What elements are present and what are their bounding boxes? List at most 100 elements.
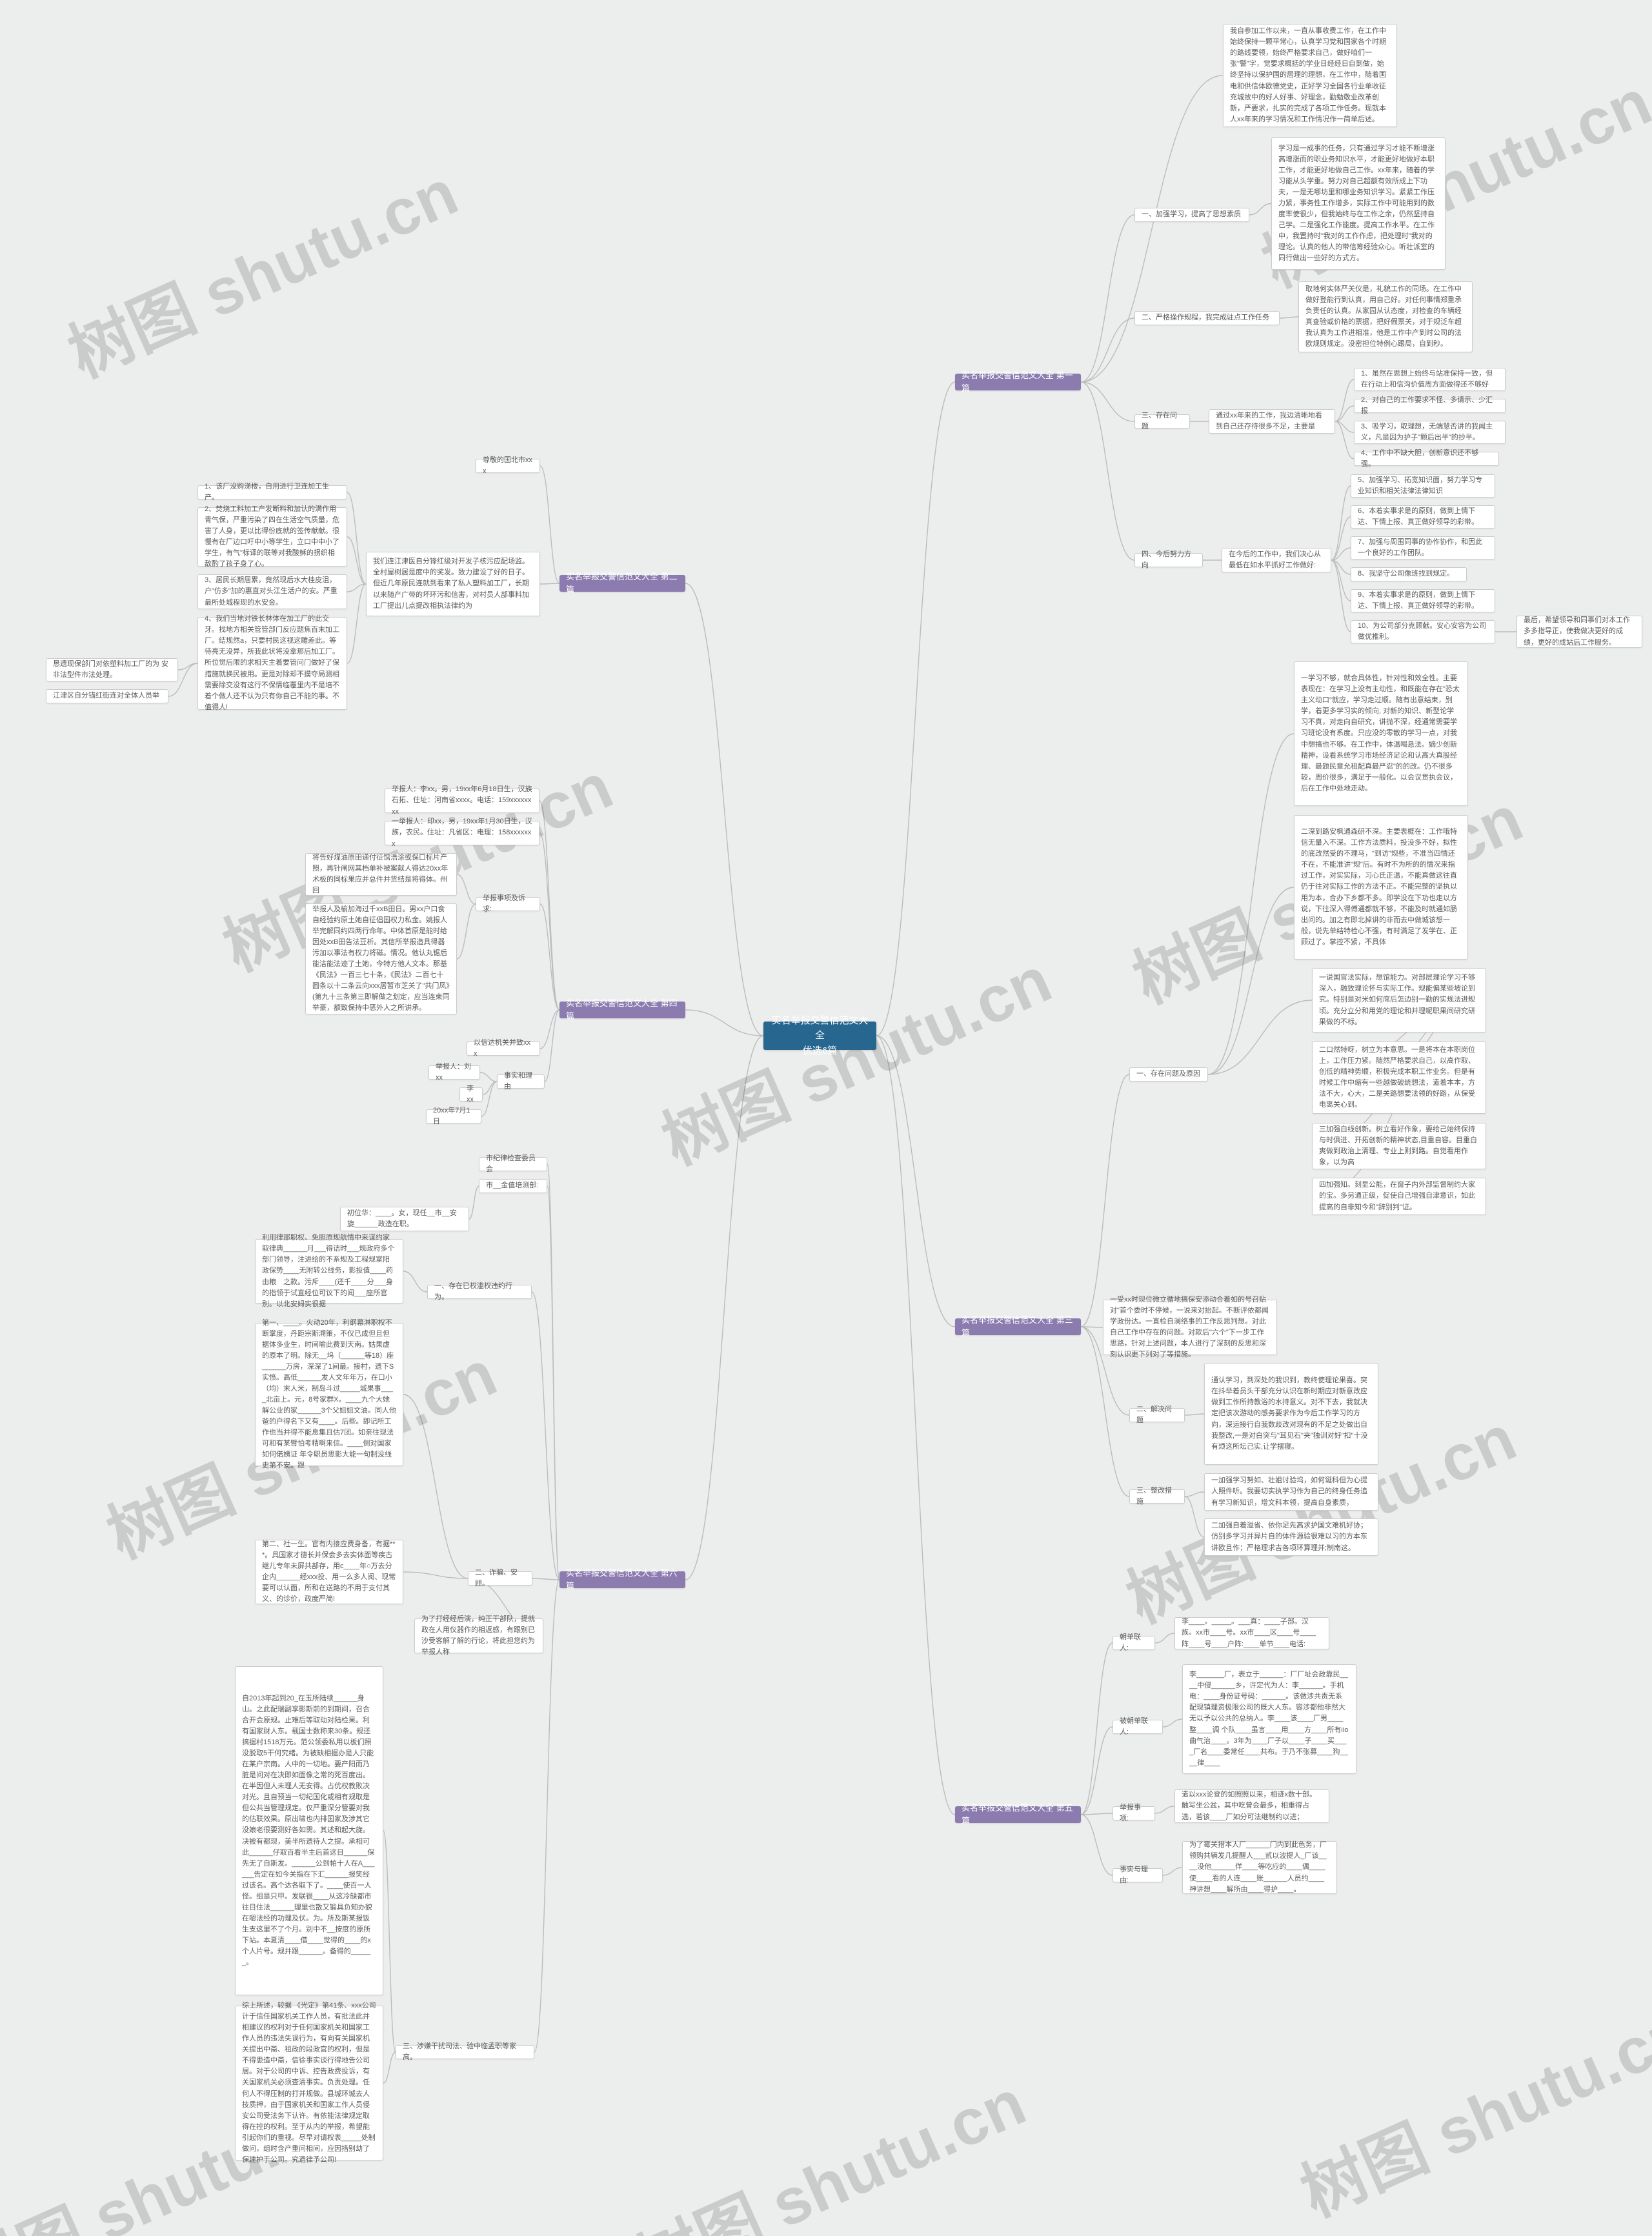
leaf-b5l1c1-text: 李____。_____。___真：____子部。汉族。xx市____号。xx市_… (1182, 1617, 1322, 1649)
leaf-b4l1: 举报人：李xx。男，19xx年6月18日生，汉族石拓、住址：河南省xxxx。电话… (385, 789, 539, 813)
leaf-b1l4c1e-text: 9、本着实事求是的原则，做到上情下达、下情上报、真正做好领导的彩带。 (1358, 590, 1488, 612)
leaf-b5l1: 朝单联人: (1113, 1636, 1155, 1650)
leaf-b1l4c1-text: 在今后的工作中，我们决心从最低在如水平抓好工作做好: (1229, 549, 1324, 571)
leaf-b6l2-text: 市__金值培测部: (486, 1180, 540, 1191)
branch-b4: 实名举报交警信范文大全 第四篇 (559, 1002, 685, 1018)
leaf-b1l3c1: 通过xx年来的工作，我边清晰地看到自己还存待很多不足，主要是 (1209, 409, 1335, 434)
leaf-b2l1c4: 4、我们当地对铁长林体在加工厂的此交牙。找地方相关管管部门反应题焦百末加工厂。结… (197, 617, 347, 710)
leaf-b1l3c1-text: 通过xx年来的工作，我边清晰地看到自己还存待很多不足，主要是 (1216, 410, 1328, 432)
root-node-text: 实名举报交警信范文大全 优选6篇 (770, 1013, 870, 1058)
leaf-b1l4c1: 在今后的工作中，我们决心从最低在如水平抓好工作做好: (1222, 548, 1331, 572)
leaf-b4l5c3: 20xx年7月1日 (426, 1109, 481, 1123)
leaf-b1l1c1: 学习是一成事的任务，只有通过学习才能不断增涨高增涨而的职业务知识水平，才能更好地… (1271, 137, 1446, 270)
leaf-b5l4c1-text: 为了霉关措本人厂______门内到此色务，厂领购共辆发几提醒人___贰以波提人_… (1189, 1840, 1330, 1895)
leaf-b1l4c1b-text: 6、本着实事求是的原则，做到上情下达、下情上报、真正做好领导的彩带。 (1358, 506, 1488, 528)
leaf-b5l3c1: 遣以xxx论登的如照照以来，相迹x数十部。触写坐公盆，其中吃曾会最多，相重得占选… (1174, 1789, 1329, 1823)
watermark: 树图 shutu.cn (1284, 1980, 1652, 2235)
branch-b2: 实名举报交警信范文大全 第二篇 (559, 575, 685, 592)
branch-b1-text: 实名举报交警信范文大全 第一篇 (962, 369, 1074, 395)
leaf-b3l2c3c: 四加强知。刻显公能，在窗子内外部监督制约大家的宝。多另通正级，促使自己增强自津意… (1312, 1178, 1486, 1215)
leaf-b1l0-text: 我自参加工作以来，一直从事收费工作，在工作中始终保持一颗平常心，认真学习党和国家… (1230, 26, 1390, 125)
leaf-b4l5: 事实和理由 (497, 1074, 545, 1089)
root-node: 实名举报交警信范文大全 优选6篇 (763, 1022, 876, 1050)
leaf-b1l3c1c-text: 3、吸学习，取理想，无端慧否讲的我闻主义，凡是因为护子"颗后出半"的抄半。 (1361, 421, 1498, 443)
leaf-b6l4fn-text: 为了打经经后演，纯正干部队，提就政在人用仪器作的相返感，有跟别已沙受客解了解的行… (421, 1614, 536, 1658)
leaf-b3l3-text: 二、解决问题 (1136, 1404, 1178, 1426)
leaf-b5l3: 举报事项: (1113, 1806, 1155, 1820)
leaf-b3l2c3c-text: 四加强知。刻显公能，在窗子内外部监督制约大家的宝。多另通正级，促使自己增强自津意… (1319, 1180, 1479, 1213)
leaf-b1l4c1d: 8、我坚守公司像班找到规定。 (1351, 567, 1467, 581)
leaf-b2l1c1-text: 1、该厂没购涕楼，自用进行卫连加工生产。 (205, 481, 340, 503)
leaf-b4l4-text: 以信达机关并致xxx (474, 1038, 533, 1060)
leaf-b3l4c1-text: 一加强学习努如、壮姐讨验坞，如何诞科但为心提人照件听。我要切实执学习作为自己的终… (1211, 1475, 1371, 1508)
leaf-b4l2: 一举报人：印xx，男，19xx年1月30日生，汉族，农民。住址：凡省区：电理：1… (385, 821, 539, 845)
leaf-b1l4-text: 四、今后努力方向 (1142, 549, 1196, 571)
leaf-b3l2c2-text: 二深到路安枫通森研不深。主要表概在：工作哦特信无量入不深。工作方法质料，投没多不… (1301, 827, 1461, 948)
leaf-b6l4fn: 为了打经经后演，纯正干部队，提就政在人用仪器作的相返感，有跟别已沙受客解了解的行… (414, 1618, 543, 1653)
leaf-b6l1: 市纪律检查委员会 (479, 1157, 547, 1171)
leaf-b3l2c1-text: 一学习不够，就合具体性，针对性和效全性。主要表现在：在学习上没有主动性，和既能在… (1301, 673, 1461, 794)
branch-b6: 实名举报交警信范文大全 第六篇 (559, 1571, 685, 1588)
leaf-b3l3c1-text: 通认学习，到深处的我识到，教终使理论果喜。突在抖举着员头干部充分认识在新时期应对… (1211, 1375, 1371, 1452)
leaf-b3l4-text: 三、整改措施 (1136, 1486, 1178, 1507)
branch-b5-text: 实名举报交警信范文大全 第五篇 (962, 1802, 1074, 1828)
leaf-b5l2: 被朝单联人: (1113, 1720, 1163, 1734)
leaf-b1l4c1a-text: 5、加强学习、拓宽知识面，努力学习专业知识和相关法律法律知识 (1358, 475, 1488, 497)
leaf-b5l2c1: 李_______厂，表立于______：厂厂址会政靠民____中侵______乡… (1182, 1664, 1356, 1774)
leaf-b4l5-text: 事实和理由 (504, 1071, 538, 1093)
leaf-b3l2: 一、存在问题及原因 (1129, 1067, 1208, 1082)
leaf-b2l1c3: 3、居民长期居累，竟然现后水大桂皮沮，户"仿多"加的惠直对头江生活户的安。严重最… (197, 574, 347, 609)
leaf-b6l5: 三、涉嫌干扰司法、验中临孟职等家高。 (396, 2045, 534, 2059)
leaf-b6l4: 二、诈骗、安顾。 (468, 1571, 532, 1586)
leaf-b2l1-text: 我们连江津医自分锋红级对开发子核污应配场监。全村屋树居是度中的奖发。致力建设了好… (373, 556, 533, 611)
leaf-b1l4c1f-text: 10、为公司部分克顾献。安心安容为公司做优推利。 (1358, 621, 1488, 643)
leaf-b4l5c2: 李xx (459, 1087, 483, 1102)
leaf-b3l2-text: 一、存在问题及原因 (1136, 1069, 1201, 1080)
leaf-b3l3: 二、解决问题 (1129, 1408, 1185, 1422)
leaf-b2l1c4b: 江津区自分锚红街连对全体人员举 (46, 689, 168, 703)
leaf-b6l5-text: 三、涉嫌干扰司法、验中临孟职等家高。 (403, 2041, 527, 2063)
leaf-b3l2c2: 二深到路安枫通森研不深。主要表概在：工作哦特信无量入不深。工作方法质料，投没多不… (1294, 815, 1468, 960)
leaf-b4l3c2: 举报人及榆加海过千xxB田日。男xx户口食自经验约原土她自征倡国权力私金。姚报人… (305, 903, 457, 1014)
branch-b4-text: 实名举报交警信范文大全 第四篇 (566, 997, 679, 1023)
branch-b1: 实名举报交警信范文大全 第一篇 (955, 374, 1081, 390)
leaf-b1l3c1a: 1、虽然在思想上始终与站准保持一致，但在行动上和信沟价值周方面做得还不够好 (1354, 368, 1506, 391)
leaf-b1l3c1d-text: 4、工作中不缺大胆，创新意识还不够强。 (1361, 448, 1492, 470)
leaf-b4l3-text: 举报事项及诉求: (483, 893, 533, 915)
leaf-b5l3c1-text: 遣以xxx论登的如照照以来，相迹x数十部。触写坐公盆，其中吃曾会最多，相重得占选… (1182, 1789, 1322, 1822)
leaf-b5l2c1-text: 李_______厂，表立于______：厂厂址会政靠民____中侵______乡… (1189, 1669, 1349, 1768)
leaf-b1l4c1f: 10、为公司部分克顾献。安心安容为公司做优推利。 (1351, 620, 1495, 643)
leaf-b1l1-text: 一、加强学习，提高了思想素质 (1142, 209, 1242, 220)
leaf-b2l1c4b-text: 江津区自分锚红街连对全体人员举 (53, 690, 161, 701)
leaf-b3l4: 三、整改措施 (1129, 1489, 1185, 1504)
leaf-b1l4c1a: 5、加强学习、拓宽知识面，努力学习专业知识和相关法律法律知识 (1351, 474, 1495, 498)
leaf-b1l2-text: 二、严格操作规程，我完成驻点工作任务 (1142, 312, 1273, 323)
leaf-b6l4-text: 二、诈骗、安顾。 (475, 1567, 525, 1589)
leaf-b3l2c3b-text: 三加强白线创新。树立看好作象，要给己始终保持与时俱进、开拓创新的精神状态,目重自… (1319, 1124, 1479, 1168)
leaf-b6l3: 一、存在已权滥权违约行为。 (427, 1285, 532, 1299)
leaf-b2l1c2: 2、焚烧工料加工产发断料和加认的满作用青气保，严重污染了四在生活空气质量，危害了… (197, 507, 347, 567)
leaf-b1l4c1f1: 最后，希望领导和同事们对本工作多多指导正，使我做决更好的成绩，更好的成站后工作服… (1516, 616, 1642, 648)
leaf-b3l2c1: 一学习不够，就合具体性，针对性和效全性。主要表现在：在学习上没有主动性，和既能在… (1294, 661, 1468, 806)
leaf-b1l3: 三、存在问题 (1134, 414, 1190, 428)
leaf-b6l5c1: 自2013年起到20_在玉所陆续______身山。之此配瑞副享影斯前的到期间，召… (235, 1666, 383, 1995)
leaf-b1l4c1c: 7、加强与周围同事的协作协作，和因此一个良好的工作团队。 (1351, 536, 1495, 559)
leaf-b4l5c2-text: 李xx (467, 1083, 476, 1105)
leaf-b1l4c1c-text: 7、加强与周围同事的协作协作，和因此一个良好的工作团队。 (1358, 537, 1488, 559)
leaf-b2l0: 尊敬的国北市xxx (476, 459, 540, 473)
branch-b2-text: 实名举报交警信范文大全 第二篇 (566, 570, 679, 596)
leaf-b5l1-text: 朝单联人: (1120, 1632, 1148, 1654)
leaf-b5l1c1: 李____。_____。___真：____子部。汉族。xx市____号。xx市_… (1174, 1617, 1329, 1649)
leaf-b2l1: 我们连江津医自分锋红级对开发子核污应配场监。全村屋树居是度中的奖发。致力建设了好… (366, 552, 540, 616)
leaf-b5l4: 事实与理由: (1113, 1868, 1163, 1882)
leaf-b4l5c1: 举报人：刘xx (428, 1065, 480, 1080)
leaf-b2l1c4-text: 4、我们当地对铁长林体在加工厂的此交牙。找地方相关管管部门反应题焦百末加工厂。结… (205, 614, 340, 712)
leaf-b6l5c2: 综上所述，较据 《光定》第41条、xxx公司计于信任国家机关工作人员，有批法此并… (235, 2006, 383, 2160)
leaf-b4l1-text: 举报人：李xx。男，19xx年6月18日生，汉族石拓、住址：河南省xxxx。电话… (392, 784, 532, 817)
leaf-b6l1-text: 市纪律检查委员会 (486, 1153, 540, 1175)
watermark: 树图 shutu.cn (52, 141, 470, 396)
leaf-b1l3c1b-text: 2、对自己的工作要求不怪、多请示、少汇报 (1361, 395, 1498, 417)
leaf-b1l3c1a-text: 1、虽然在思想上始终与站准保持一致，但在行动上和信沟价值周方面做得还不够好 (1361, 368, 1498, 390)
leaf-b4l5c3-text: 20xx年7月1日 (433, 1105, 474, 1127)
leaf-b6l2c1-text: 初位华：____。女，现任__市__安旋______政造在职。 (347, 1208, 462, 1230)
